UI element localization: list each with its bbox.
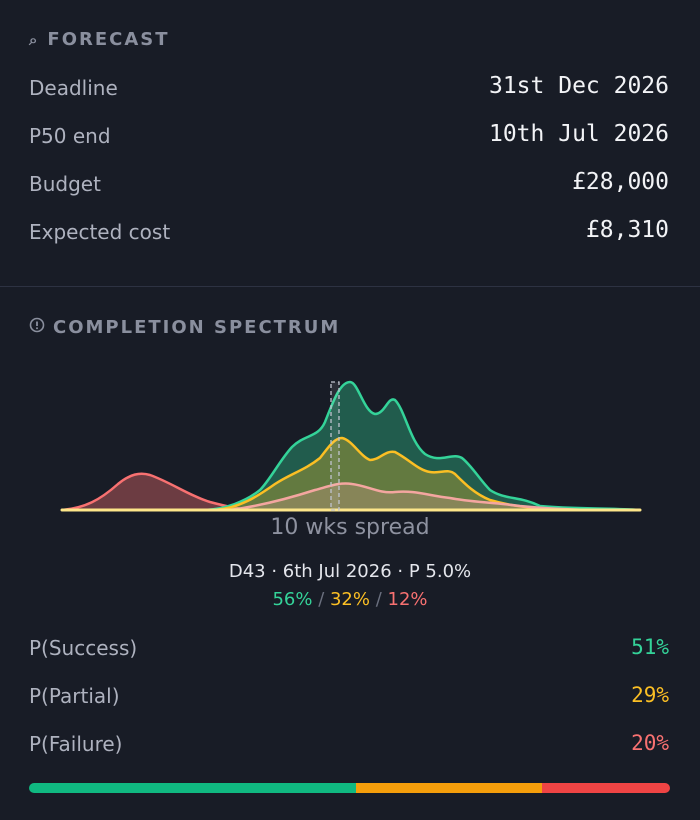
failure-density-area (61, 472, 251, 512)
selected-day-marker[interactable] (330, 381, 340, 511)
deadline-label: Deadline (29, 76, 118, 100)
budget-label: Budget (29, 172, 101, 196)
split-failure: 12% (387, 589, 428, 610)
partial-density-area (214, 436, 561, 512)
split-partial: 32% (329, 589, 370, 610)
section-divider (0, 286, 700, 287)
bar-segment-partial (355, 783, 542, 793)
split-separator: / (370, 589, 388, 610)
spectrum-heading: COMPLETION SPECTRUM (29, 317, 340, 338)
success-density-area (204, 380, 641, 512)
p50-value: 10th Jul 2026 (488, 121, 669, 147)
budget-value: £28,000 (572, 169, 669, 195)
expected-cost-label: Expected cost (29, 220, 171, 244)
p-failure-label: P(Failure) (29, 732, 123, 756)
outcome-stacked-bar (29, 783, 670, 793)
deadline-value: 31st Dec 2026 (488, 73, 669, 99)
split-separator: / (312, 589, 330, 610)
p-success-value: 51% (631, 635, 669, 659)
split-success: 56% (272, 589, 313, 610)
selected-day-split: 56% / 32% / 12% (0, 589, 700, 610)
spectrum-title: COMPLETION SPECTRUM (53, 317, 341, 338)
p50-label: P50 end (29, 124, 111, 148)
p-partial-label: P(Partial) (29, 684, 120, 708)
p-success-label: P(Success) (29, 636, 138, 660)
search-icon: ⌕ (29, 30, 40, 49)
selected-day-info: D43 · 6th Jul 2026 · P 5.0% (228, 561, 472, 582)
p-partial-value: 29% (631, 683, 669, 707)
spread-label: 10 wks spread (270, 515, 430, 540)
p-failure-value: 20% (631, 731, 669, 755)
forecast-heading: ⌕ FORECAST (29, 29, 170, 50)
forecast-title: FORECAST (47, 29, 170, 50)
expected-cost-value: £8,310 (585, 217, 669, 243)
info-circle-icon (29, 317, 45, 338)
completion-spectrum-chart[interactable] (0, 372, 700, 512)
failure-overlay-area (229, 482, 601, 512)
bar-segment-failure (541, 783, 670, 793)
bar-segment-success (29, 783, 356, 793)
